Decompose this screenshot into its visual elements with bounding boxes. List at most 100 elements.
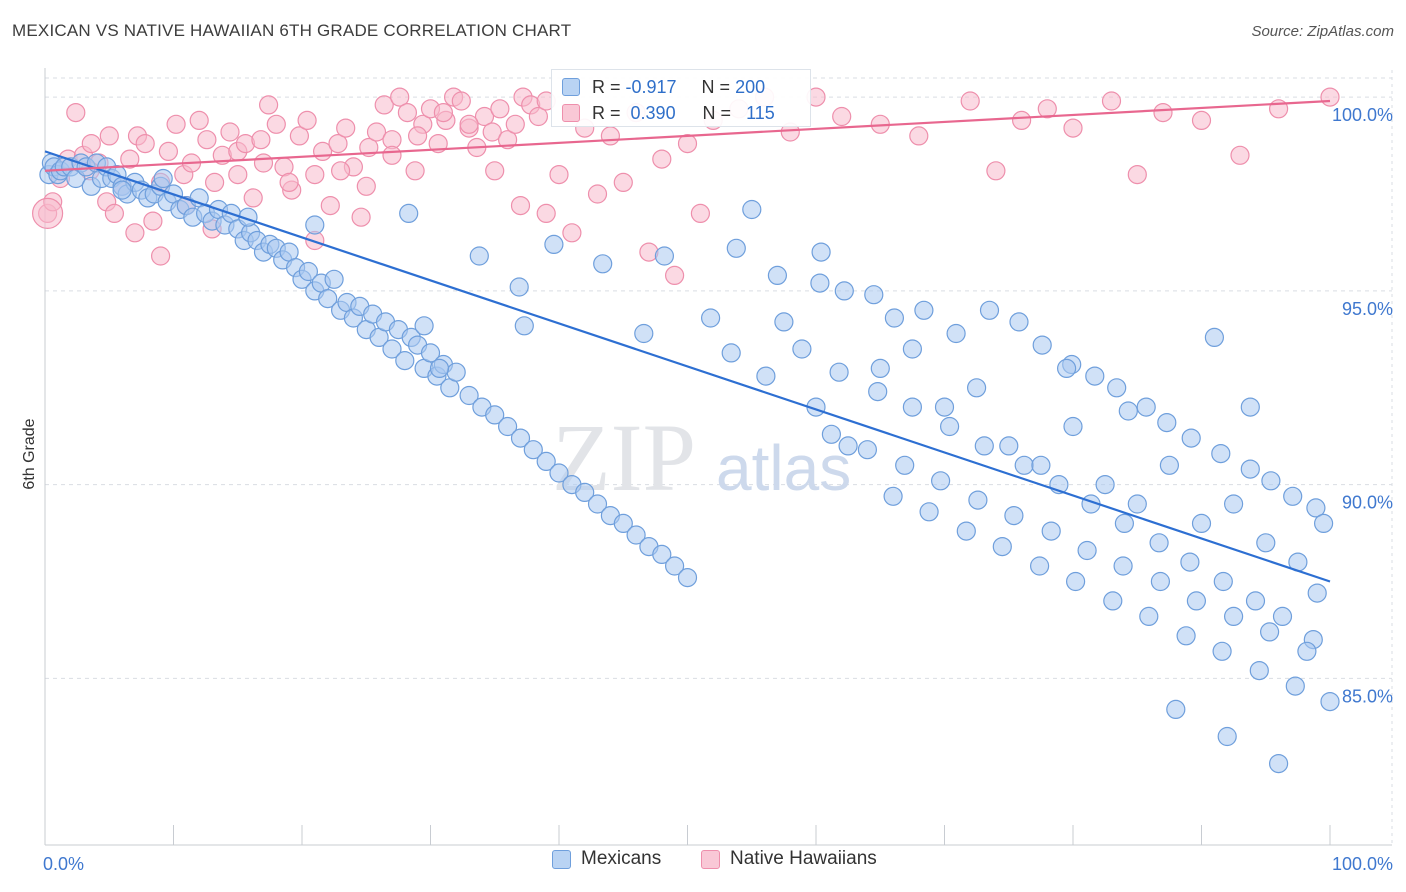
legend-label-hawaiians: Native Hawaiians <box>730 848 877 869</box>
y-tick-label: 85.0% <box>1342 686 1393 706</box>
mexican-point <box>399 203 419 223</box>
mexican-point <box>1095 475 1115 495</box>
series-native-hawaiians <box>31 87 1340 285</box>
mexican-point <box>1014 455 1034 475</box>
mexican-point <box>1103 591 1123 611</box>
mexican-point <box>700 308 721 328</box>
mexican-point <box>999 436 1019 456</box>
mexican-point <box>821 424 842 444</box>
hawaiian-point <box>549 165 569 185</box>
watermark-atlas: atlas <box>716 432 851 504</box>
mexican-point <box>1176 626 1196 646</box>
mexican-point <box>1009 312 1029 332</box>
hawaiian-point <box>485 161 505 181</box>
hawaiian-point <box>189 110 209 131</box>
mexican-point <box>1223 494 1244 514</box>
hawaiian-point <box>433 102 453 123</box>
hawaiian-point <box>99 126 119 146</box>
hawaiian-point <box>505 114 525 134</box>
legend-swatch-hawaiians <box>701 849 720 869</box>
hawaiian-point <box>331 161 351 181</box>
mexican-point <box>811 242 831 262</box>
mexican-point <box>509 277 529 297</box>
mexican-point <box>1320 691 1340 712</box>
hawaiian-point <box>528 106 549 127</box>
mexican-point <box>857 440 878 460</box>
mexican-point <box>677 567 698 588</box>
hawaiian-point <box>1011 110 1032 131</box>
mexican-point <box>1186 591 1207 611</box>
y-tick-label: 100.0% <box>1332 105 1393 125</box>
legend-item-hawaiians[interactable]: Native Hawaiians <box>701 848 877 870</box>
hawaiian-point <box>451 91 471 111</box>
tick-labels: 85.0% 90.0% 95.0% 100.0% 0.0% 100.0% <box>43 105 1393 874</box>
stats-r-label: R = <box>592 102 621 123</box>
mexican-point <box>1297 641 1317 661</box>
hawaiian-point <box>382 145 402 165</box>
hawaiian-point <box>120 149 140 169</box>
hawaiian-point <box>408 126 428 146</box>
hawaiian-point <box>390 87 410 107</box>
legend-item-mexicans[interactable]: Mexicans <box>552 848 661 870</box>
stats-n-value: 115 <box>746 102 775 123</box>
mexican-point <box>153 168 173 189</box>
trend-line-mexicans <box>44 150 1331 583</box>
mexican-point <box>652 544 672 565</box>
mexican-point <box>756 366 776 386</box>
hawaiian-point <box>1127 165 1147 185</box>
mexican-point <box>1063 416 1083 437</box>
hawaiian-point <box>351 207 371 227</box>
stats-n-value: 200 <box>735 76 766 97</box>
hawaiian-point <box>253 153 274 173</box>
mexican-point <box>1157 413 1177 433</box>
hawaiian-point <box>251 130 271 150</box>
mexican-point <box>1223 606 1244 627</box>
mexican-point <box>112 180 132 200</box>
mexican-point <box>902 397 923 417</box>
mexican-point <box>1272 606 1293 627</box>
mexican-point <box>414 316 434 336</box>
mexican-point <box>1149 533 1169 553</box>
mexican-point <box>1065 571 1086 592</box>
watermark-zip: ZIP <box>552 404 696 511</box>
mexican-point <box>536 451 556 471</box>
mexican-point <box>884 308 905 328</box>
mexican-point <box>883 486 903 506</box>
hawaiian-point <box>1037 99 1057 119</box>
stats-row-hawaiians: R = 0.390 N = 115 <box>562 102 775 124</box>
hawaiian-point <box>397 102 417 123</box>
mexican-point <box>664 556 685 576</box>
stats-n-label: N = <box>701 76 731 97</box>
mexican-point <box>587 494 608 514</box>
mexican-point <box>1249 660 1269 681</box>
x-tick-label-max: 100.0% <box>1332 854 1393 874</box>
mexican-point <box>1056 358 1077 378</box>
mexican-point <box>1029 556 1050 576</box>
hawaiian-point <box>652 149 672 169</box>
hawaiian-point <box>158 141 178 161</box>
mexican-point <box>1261 471 1281 491</box>
mexican-point <box>742 199 762 220</box>
mexican-point <box>1139 606 1159 627</box>
hawaiian-point <box>510 196 531 216</box>
mexican-point <box>930 471 951 491</box>
mexican-point <box>966 378 987 398</box>
trend-lines <box>44 99 1331 583</box>
hawaiian-point <box>490 99 510 119</box>
legend-swatch-mexicans <box>552 849 571 869</box>
mexican-point <box>298 261 318 282</box>
mexican-point <box>382 339 402 359</box>
mexican-point <box>485 405 505 425</box>
chart-title: MEXICAN VS NATIVE HAWAIIAN 6TH GRADE COR… <box>12 21 572 40</box>
mexican-point <box>864 285 884 305</box>
mexican-point <box>1113 556 1133 576</box>
hawaiian-point <box>297 110 317 131</box>
mexican-point <box>834 281 854 301</box>
mexican-point <box>919 502 939 522</box>
stats-swatch-hawaiians <box>562 104 580 122</box>
source-label: Source: ZipAtlas.com <box>1251 23 1394 40</box>
mexican-point <box>1240 397 1260 417</box>
mexican-point <box>934 397 955 417</box>
mexican-point <box>992 536 1012 557</box>
mexican-point <box>1211 444 1231 464</box>
